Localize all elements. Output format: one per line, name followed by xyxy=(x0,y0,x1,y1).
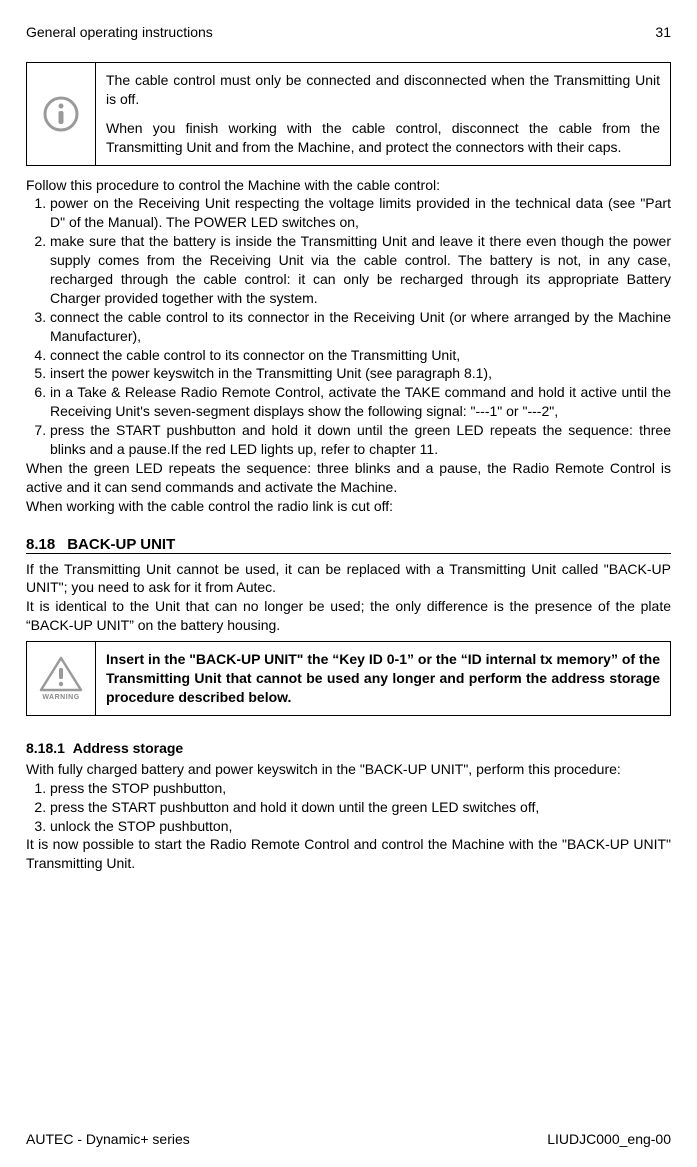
backup-paragraph-1: If the Transmitting Unit cannot be used,… xyxy=(26,560,671,598)
procedure-step: in a Take & Release Radio Remote Control… xyxy=(50,383,671,421)
procedure-step: connect the cable control to its connect… xyxy=(50,308,671,346)
footer-right: LIUDJC000_eng-00 xyxy=(547,1131,671,1147)
subsection-after: It is now possible to start the Radio Re… xyxy=(26,835,671,873)
procedure-step: connect the cable control to its connect… xyxy=(50,346,671,365)
info-paragraph-2: When you finish working with the cable c… xyxy=(106,120,660,155)
procedure-list: power on the Receiving Unit respecting t… xyxy=(26,194,671,458)
procedure-intro: Follow this procedure to control the Mac… xyxy=(26,176,671,195)
subsection-step: press the STOP pushbutton, xyxy=(50,779,671,798)
warning-icon-cell: WARNING xyxy=(27,642,96,716)
subsection-step: unlock the STOP pushbutton, xyxy=(50,817,671,836)
info-icon-cell xyxy=(27,63,96,166)
section-heading: 8.18 BACK-UP UNIT xyxy=(26,536,671,554)
warning-icon xyxy=(39,656,83,692)
header-page-number: 31 xyxy=(655,24,671,40)
page-header: General operating instructions 31 xyxy=(26,24,671,40)
subsection-number: 8.18.1 xyxy=(26,740,65,756)
warning-text: Insert in the "BACK-UP UNIT" the “Key ID… xyxy=(96,642,671,716)
page-footer: AUTEC - Dynamic+ series LIUDJC000_eng-00 xyxy=(26,1091,671,1147)
subsection-title: Address storage xyxy=(73,740,183,756)
procedure-step: make sure that the battery is inside the… xyxy=(50,232,671,308)
section-title: BACK-UP UNIT xyxy=(67,536,175,553)
subsection-intro: With fully charged battery and power key… xyxy=(26,760,671,779)
subsection-list: press the STOP pushbutton, press the STA… xyxy=(26,779,671,836)
info-paragraph-1: The cable control must only be connected… xyxy=(106,72,660,107)
header-left: General operating instructions xyxy=(26,24,213,40)
subsection-step: press the START pushbutton and hold it d… xyxy=(50,798,671,817)
section-number: 8.18 xyxy=(26,536,55,553)
procedure-step: insert the power keyswitch in the Transm… xyxy=(50,364,671,383)
post-procedure-1: When the green LED repeats the sequence:… xyxy=(26,459,671,497)
backup-paragraph-2: It is identical to the Unit that can no … xyxy=(26,597,671,635)
warning-callout-box: WARNING Insert in the "BACK-UP UNIT" the… xyxy=(26,641,671,716)
procedure-step: power on the Receiving Unit respecting t… xyxy=(50,194,671,232)
info-text-cell: The cable control must only be connected… xyxy=(96,63,671,166)
subsection-heading: 8.18.1 Address storage xyxy=(26,740,671,756)
info-icon xyxy=(41,94,81,134)
post-procedure-2: When working with the cable control the … xyxy=(26,497,671,516)
footer-left: AUTEC - Dynamic+ series xyxy=(26,1131,190,1147)
warning-label: WARNING xyxy=(31,694,91,701)
procedure-step: press the START pushbutton and hold it d… xyxy=(50,421,671,459)
info-callout-box: The cable control must only be connected… xyxy=(26,62,671,166)
